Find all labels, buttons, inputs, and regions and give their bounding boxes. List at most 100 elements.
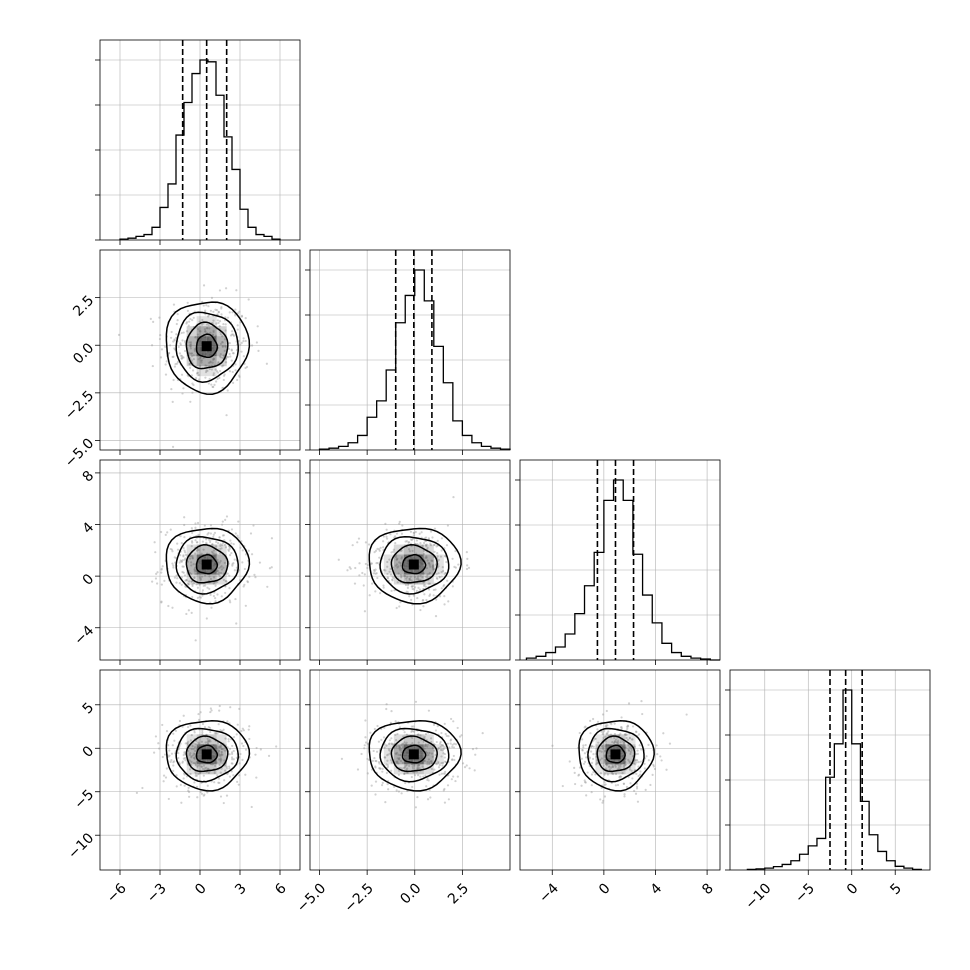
scatter-point [429,737,433,740]
scatter-point [194,749,197,753]
scatter-point [383,756,386,759]
scatter-point [468,767,471,770]
scatter-point [424,585,427,588]
scatter-point [597,741,600,744]
scatter-point [153,541,156,544]
scatter-point [402,742,405,746]
scatter-point [180,542,183,545]
scatter-point [573,766,576,769]
scatter-point [207,767,210,770]
scatter-point [419,775,422,778]
scatter-point [592,771,595,774]
scatter-point [170,752,174,755]
scatter-point [218,746,221,749]
scatter-point [410,585,413,588]
scatter-point [203,328,207,331]
scatter-point [647,743,650,746]
contour-line [368,527,462,605]
scatter-point [633,759,636,762]
scatter-point [410,729,414,732]
scatter-point [228,765,231,768]
scatter-point [221,520,224,523]
scatter-point [427,779,430,782]
scatter-point [179,343,182,346]
scatter-point [419,574,422,577]
scatter-point [208,367,211,371]
scatter-point [590,784,593,787]
scatter-point [223,373,226,376]
scatter-point [444,770,447,773]
scatter-point [442,772,445,775]
scatter-point [408,577,411,581]
scatter-point [582,744,585,747]
scatter-point [200,323,204,326]
scatter-point [373,569,376,572]
scatter-point [623,733,627,736]
scatter-point [419,541,422,545]
contour-line [165,720,251,792]
scatter-point [185,322,188,325]
scatter-point [202,284,206,287]
scatter-point [209,710,212,714]
scatter-point [194,526,197,529]
scatter-point [431,747,434,750]
scatter-point [183,751,186,754]
scatter-point [238,707,241,710]
scatter-point [453,758,456,762]
scatter-point [241,549,244,552]
scatter-point [169,760,172,763]
scatter-point [637,733,641,736]
scatter-point [209,361,212,364]
scatter-point [399,759,403,763]
scatter-point [217,781,220,784]
scatter-point [213,531,217,534]
scatter-point [199,711,202,714]
scatter-point [423,745,427,748]
scatter-point [449,717,453,721]
scatter-point [385,537,389,540]
scatter-point [629,752,632,756]
scatter-point [190,527,193,530]
scatter-point [176,362,179,365]
scatter-point [411,537,414,541]
scatter-point [268,567,272,570]
scatter-point [638,744,641,747]
density-cell [433,744,444,755]
scatter-point [210,368,213,371]
scatter-point [386,754,389,757]
scatter-point [406,586,410,589]
scatter-point [398,748,401,751]
scatter-point [633,789,636,792]
scatter-point [425,566,428,570]
scatter-point [391,575,394,578]
scatter-point [209,577,213,581]
scatter-point [628,768,632,771]
scatter-point [360,752,363,756]
scatter-point [257,349,260,353]
scatter-point [238,310,241,313]
density-shading [186,734,227,775]
scatter-point [443,752,447,756]
scatter-point [197,712,200,716]
scatter-point [412,531,416,534]
scatter-point [187,749,190,753]
density-cell [605,734,616,745]
scatter-point [584,725,587,728]
scatter-point [403,731,406,734]
scatter-point [396,760,399,763]
scatter-point [220,544,224,547]
scatter-point [376,724,379,728]
scatter-point [190,580,193,583]
scatter-point [215,540,218,544]
scatter-point [385,703,388,706]
scatter-point [244,748,248,751]
scatter-point [374,793,377,796]
scatter-point [381,770,384,773]
scatter-point [381,767,384,771]
scatter-point [221,345,224,348]
scatter-point [422,581,425,584]
scatter-point [351,544,354,547]
scatter-point [432,588,435,592]
scatter-point [189,752,192,755]
